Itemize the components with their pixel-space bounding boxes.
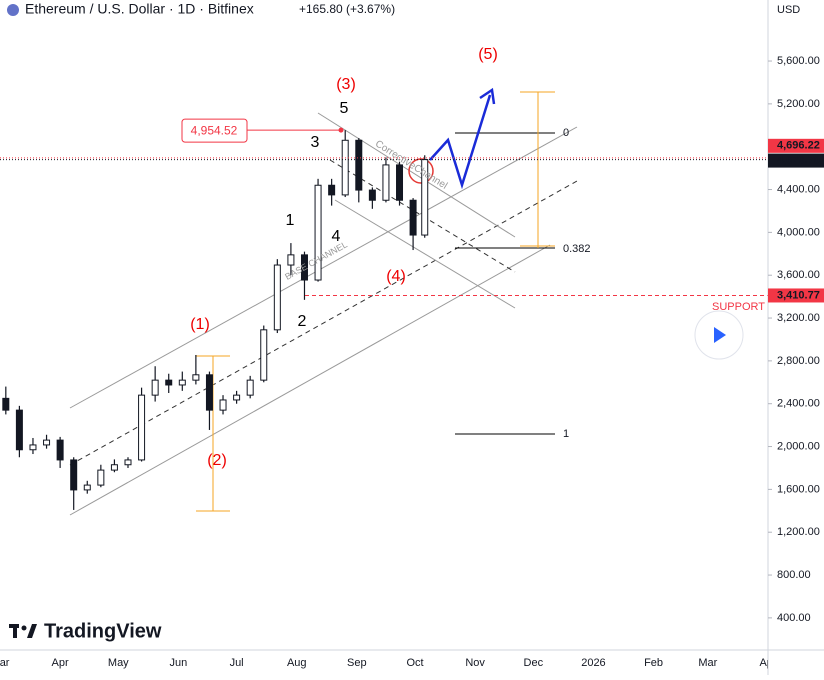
x-tick-label: Dec (524, 657, 544, 669)
chart-title: Ethereum / U.S. Dollar · 1D · Bitfinex (25, 1, 254, 17)
x-tick-label: Aug (287, 657, 307, 669)
x-tick-label: Mar (698, 657, 717, 669)
y-tick-label: 5,200.00 (777, 98, 820, 110)
candle-body (219, 399, 227, 411)
candle-body (205, 374, 213, 411)
candle-body (273, 264, 281, 331)
x-tick-label: May (108, 657, 129, 669)
candle-body (287, 254, 295, 266)
candle-body (328, 184, 336, 196)
brand: TradingView (44, 620, 162, 642)
x-tick-label: Sep (347, 657, 367, 669)
plot (0, 130, 768, 510)
candle-body (83, 484, 91, 491)
x-tick-label: Mar (0, 657, 10, 669)
candle-body (355, 139, 363, 191)
wave-label: 4 (332, 228, 341, 245)
candle-body (300, 254, 308, 281)
price-box (768, 138, 824, 153)
peak-dot (338, 127, 344, 133)
candle-body (124, 459, 132, 466)
coin-icon (7, 4, 19, 16)
time-axis (0, 650, 824, 675)
fib-label: 0.382 (563, 243, 591, 255)
y-tick-label: 4,400.00 (777, 183, 820, 195)
y-tick-label: 1,600.00 (777, 483, 820, 495)
y-tick-label: 2,800.00 (777, 355, 820, 367)
wave-label: (2) (207, 452, 227, 469)
candle-body (29, 444, 37, 451)
price-axis (768, 0, 824, 675)
axes: 400.00 800.00 1,200.00 1,600.00 2,000.00 2,40… (0, 55, 824, 669)
price-box (768, 153, 824, 168)
wave-label: 2 (298, 313, 307, 330)
fib-label: 1 (563, 428, 569, 440)
x-tick-label: Feb (644, 657, 663, 669)
peak-box (181, 118, 248, 143)
candle-body (2, 397, 10, 411)
candle-body (246, 379, 254, 396)
x-tick-label: Apr (52, 657, 69, 669)
x-tick-label: Apr (759, 657, 776, 669)
candle-body (56, 439, 64, 461)
candle-body (314, 184, 322, 281)
play-icon (714, 327, 726, 343)
x-tick-label: 2026 (581, 657, 605, 669)
candle-body (97, 469, 105, 486)
wave-label: (3) (336, 76, 356, 93)
wave-label: (5) (478, 46, 498, 63)
peak-label: 4,954.52 (191, 123, 238, 137)
y-tick-label: 400.00 (777, 612, 811, 624)
currency: USD (777, 4, 800, 16)
y-tick-label: 1,200.00 (777, 526, 820, 538)
price-label: 3,410.77 (777, 289, 820, 301)
candle-body (409, 199, 417, 236)
x-tick-label: Jul (230, 657, 244, 669)
candle-body (178, 379, 186, 386)
y-tick-label: 2,000.00 (777, 440, 820, 452)
candle-body (15, 409, 23, 451)
candle-body (382, 164, 390, 201)
price-box (768, 288, 824, 303)
wave-label: 3 (311, 134, 320, 151)
y-tick-label: 3,600.00 (777, 269, 820, 281)
candle-body (368, 189, 376, 201)
y-tick-label: 3,200.00 (777, 312, 820, 324)
y-tick-label: 5,600.00 (777, 55, 820, 67)
candle-body (110, 464, 118, 471)
candle-body (341, 139, 349, 196)
candle-body (165, 379, 173, 386)
candle-body (260, 329, 268, 381)
wave-label: 1 (286, 212, 295, 229)
candle-body (70, 459, 78, 491)
wave-label: (1) (190, 316, 210, 333)
support-label: SUPPORT (712, 301, 765, 313)
logo: TradingView (9, 620, 162, 642)
candle-body (396, 164, 404, 201)
y-tick-label: 2,400.00 (777, 398, 820, 410)
candle-body (138, 394, 146, 461)
x-tick-label: Nov (465, 657, 485, 669)
y-tick-label: 4,000.00 (777, 226, 820, 238)
price-label: 4,696.22 (777, 140, 820, 152)
x-tick-label: Jun (170, 657, 188, 669)
drawings (69, 87, 578, 516)
candle-body (421, 159, 429, 236)
y-tick-label: 800.00 (777, 569, 811, 581)
wave-label: (4) (386, 268, 406, 285)
candle-body (43, 439, 51, 446)
fib-label: 0 (563, 127, 569, 139)
wave-label: 5 (340, 100, 349, 117)
x-tick-label: Oct (406, 657, 423, 669)
candle-body (151, 379, 159, 396)
price-label: 4,679.70 (777, 154, 820, 166)
change: +165.80 (+3.67%) (299, 2, 395, 16)
candle-body (192, 374, 200, 381)
candle-body (233, 394, 241, 401)
